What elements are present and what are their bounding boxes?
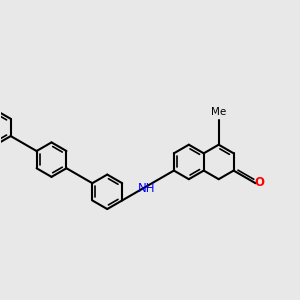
Text: NH: NH	[138, 182, 155, 195]
Text: Me: Me	[211, 106, 226, 117]
Text: O: O	[254, 176, 265, 189]
